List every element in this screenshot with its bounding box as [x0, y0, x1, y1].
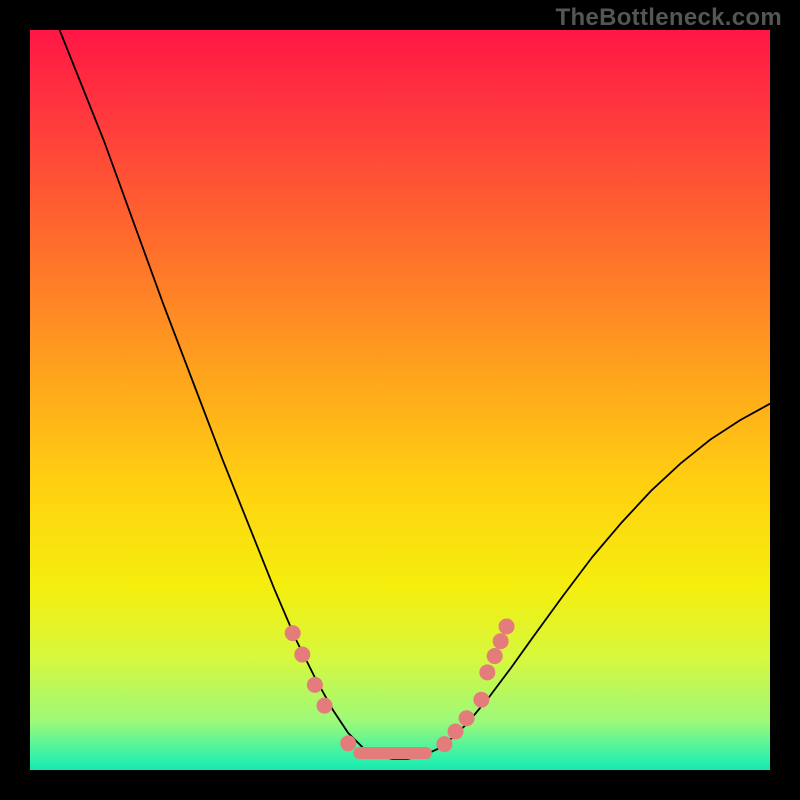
marker-dot [459, 710, 475, 726]
marker-dot [285, 625, 301, 641]
marker-dot [479, 664, 495, 680]
marker-dot [487, 648, 503, 664]
marker-dot [294, 647, 310, 663]
marker-dot [340, 735, 356, 751]
marker-dot [499, 618, 515, 634]
watermark-text: TheBottleneck.com [556, 4, 782, 32]
marker-dot [436, 736, 452, 752]
marker-dot [317, 698, 333, 714]
marker-dot [448, 724, 464, 740]
marker-dot [473, 692, 489, 708]
bottleneck-curve-chart [30, 30, 770, 770]
marker-dot [307, 677, 323, 693]
chart-background [30, 30, 770, 770]
image-root: TheBottleneck.com [0, 0, 800, 800]
marker-dot [493, 633, 509, 649]
